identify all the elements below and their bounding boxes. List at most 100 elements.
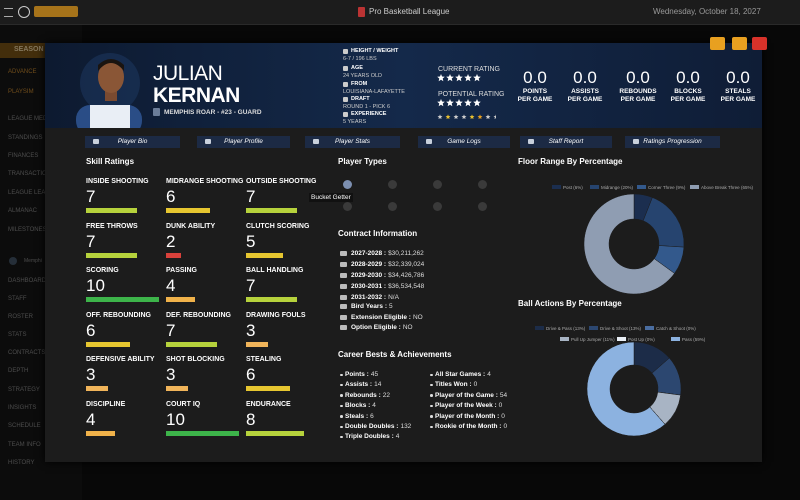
tab-icon [205,139,211,144]
last-name: KERNAN [153,84,240,107]
skill-name: PASSING [166,267,197,274]
skill-value: 6 [246,365,256,384]
skill-value: 7 [246,276,256,295]
row-value: NO [412,314,423,321]
row-icon [340,315,347,320]
tab[interactable]: Game Logs [418,136,510,148]
skill-value: 10 [166,409,185,429]
sidebar-item[interactable]: FINANCES [8,153,39,159]
skill-value: 4 [86,409,96,429]
back-button[interactable] [18,6,30,18]
info-value: 24 YEARS OLD [343,73,383,79]
window-button[interactable] [752,37,767,50]
star [473,99,481,107]
sidebar-item[interactable]: TEAM INFO [8,442,41,448]
tab[interactable]: Player Bio [85,136,180,148]
row-label: Steals : [345,412,369,420]
league-icon [358,7,365,17]
skill-bar [86,208,138,213]
tab-label: Player Bio [117,138,148,145]
sidebar-item[interactable]: PLAYSIM [8,89,34,95]
skill-bar [86,341,130,347]
sidebar-item[interactable]: INSIGHTS [8,405,37,411]
info-label: DRAFT [351,96,370,102]
sidebar-item[interactable]: DASHBOARD [8,278,47,284]
sidebar-item[interactable]: CONTRACTS [8,350,46,356]
sidebar-item[interactable]: STRATEGY [8,387,40,393]
sidebar-item[interactable]: STATS [8,332,27,338]
row-label: 2027-2028 : [351,250,387,257]
window-button[interactable] [732,37,747,50]
tab-icon [426,139,432,144]
chart-title: Ball Actions By Percentage [518,299,622,308]
sidebar-item[interactable]: STAFF [8,296,27,302]
row-value: 22 [382,391,390,399]
skill-value: 3 [86,365,96,384]
stat-label: STEALS [725,88,751,95]
stat-value: 0.0 [626,68,650,87]
bullet [340,373,343,376]
skill-bar [246,252,283,258]
tab[interactable]: Player Stats [305,136,400,148]
sidebar-item[interactable]: ALMANAC [8,208,38,214]
bullet [430,425,433,428]
legend-swatch [671,337,680,341]
sidebar-item[interactable]: STANDINGS [8,135,43,141]
legend-swatch [645,326,654,330]
skill-value: 7 [86,187,96,206]
sidebar-item[interactable]: HISTORY [8,460,35,466]
stat-value: 0.0 [726,68,750,87]
modal-header [45,43,762,128]
type-tooltip: Bucket Getter [309,193,353,202]
skill-bar [86,430,116,436]
section-title: Skill Ratings [86,157,135,166]
menu-icon[interactable] [4,8,13,17]
tab[interactable]: Staff Report [520,136,612,148]
row-value: 6 [370,412,374,420]
sidebar-item[interactable]: TRANSACTIO [8,171,47,177]
stat-label: ASSISTS [571,88,599,95]
bullet [430,394,433,397]
tab-label: Player Profile [224,138,263,145]
skill-bar [86,252,138,258]
sidebar-item[interactable]: LEAGUE LEA [8,190,46,196]
chart-title: Floor Range By Percentage [518,157,623,166]
star [445,114,451,120]
sidebar-item[interactable]: MILESTONES [8,227,47,233]
row-value: NO [402,324,413,331]
sidebar-item[interactable]: SCHEDULE [8,423,41,429]
skill-bar [166,252,181,258]
legend-label: Above Break Three (65%) [701,184,753,190]
type-icon [388,180,397,189]
skill-bar [246,297,298,302]
row-label: Extension Eligible : [351,314,411,321]
star [464,74,472,82]
career-row: All Star Games :4 [435,371,491,378]
row-label: Bird Years : [351,303,388,310]
info-label: EXPERIENCE [351,111,387,117]
row-value: 0 [473,381,478,389]
row-label: Rookie of the Month : [435,423,502,430]
star [453,114,459,120]
tab[interactable]: Ratings Progression [625,136,720,148]
tab[interactable]: Player Profile [197,136,290,148]
skill-value: 7 [166,320,176,340]
sidebar-item[interactable]: LEAGUE MED [8,116,48,122]
sidebar-item[interactable]: ADVANCE [8,69,37,75]
career-row: Player of the Game :54 [435,392,507,399]
contract-row: 2031-2032 : N/A [351,294,399,301]
sidebar-item[interactable]: ROSTER [8,314,34,320]
bullet [340,383,343,387]
career-row: Blocks :4 [345,402,376,409]
row-icon [340,295,347,300]
sidebar-item[interactable]: DEPTH [8,368,29,374]
info-label: HEIGHT / WEIGHT [351,48,399,54]
info-value: 5 YEARS [343,119,367,125]
stat-label: PER GAME [670,96,706,103]
row-value: 4 [395,433,400,441]
skill-value: 5 [246,231,256,251]
career-row: Titles Won :0 [435,381,477,388]
star [437,74,445,82]
window-button[interactable] [710,37,725,50]
